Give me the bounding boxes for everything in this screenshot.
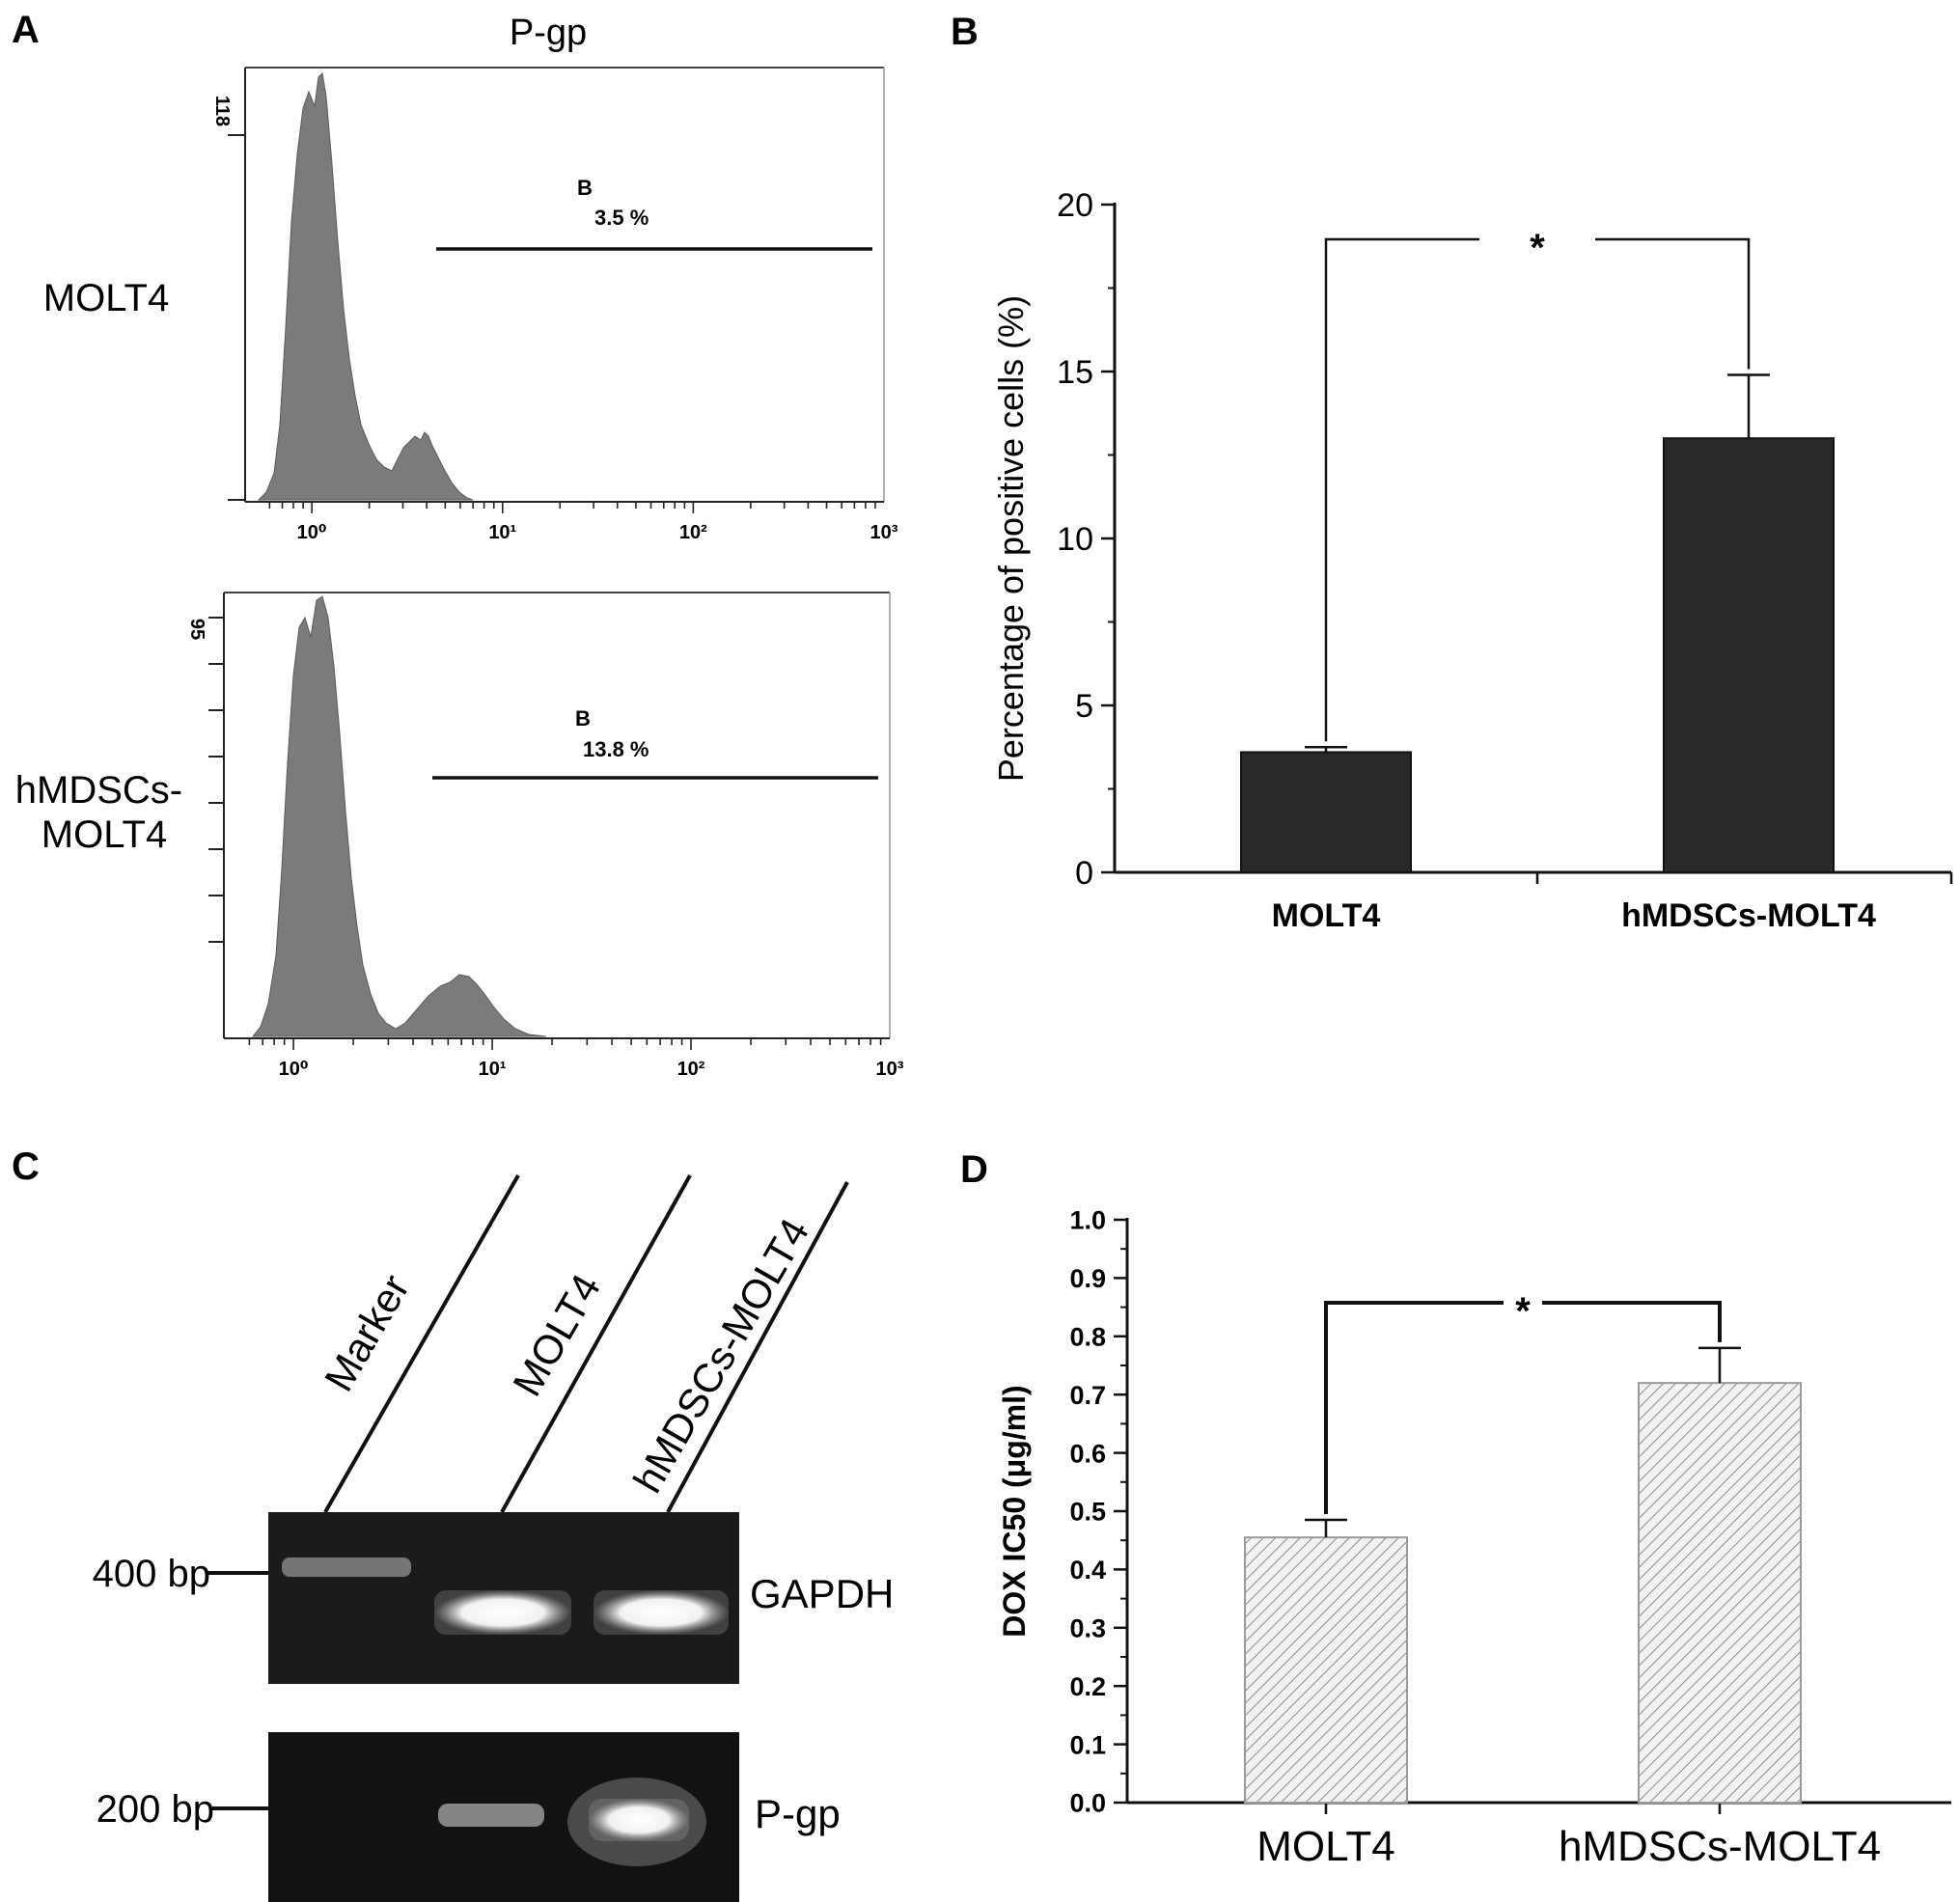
gate-percent: 3.5 % <box>594 206 649 230</box>
gel-gapdh: 400 bp GAPDH <box>93 1512 894 1684</box>
band-hmdscs-molt4-p-gp <box>589 1799 689 1841</box>
gate-name: B <box>577 176 593 200</box>
x-tick-label: 10² <box>679 522 707 543</box>
y-tick-label: 0 <box>1075 855 1093 892</box>
gate-percent: 13.8 % <box>583 737 649 761</box>
x-tick-label: hMDSCs-MOLT4 <box>1559 1823 1881 1870</box>
x-tick-label: 10³ <box>870 522 898 543</box>
panel-a: A P-gp MOLT4 118 B 3.5 % 10⁰ 10¹ 10² 10³ hM… <box>12 9 904 1080</box>
panel-c: C Marker MOLT4 hMDSCs-MOLT4 400 bp GAPDH… <box>12 1145 894 1902</box>
significance-star: * <box>1515 1290 1531 1333</box>
x-tick-label: hMDSCs-MOLT4 <box>1621 897 1876 934</box>
bar-1 <box>1638 1382 1802 1804</box>
y-tick-label: 15 <box>1057 354 1093 391</box>
band-molt4-gapdh <box>434 1590 571 1635</box>
x-tick-label: 10² <box>677 1059 705 1080</box>
significance-bracket-left <box>1324 237 1479 742</box>
histogram-label-hmdscs-molt4: hMDSCs- MOLT4 <box>15 769 193 856</box>
lane-slash-hmdscs-molt4 <box>666 1181 849 1513</box>
bar-chart-dox-ic50: 0.0 0.1 0.2 0.3 0.4 0.5 0.6 0.7 0.8 0.9 1.0 MOLT4 hM… <box>997 1206 1951 1870</box>
panel-d-letter: D <box>960 1148 988 1191</box>
histogram-label-molt4: MOLT4 <box>43 277 169 319</box>
y-axis-label: Percentage of positive cells (%) <box>991 295 1031 782</box>
lane-slash-molt4 <box>500 1174 692 1513</box>
panel-b-letter: B <box>951 11 979 53</box>
panel-c-letter: C <box>12 1145 40 1188</box>
significance-bracket-right <box>1542 1301 1722 1342</box>
y-axis-label: DOX IC50 (μg/ml) <box>997 1385 1032 1637</box>
y-tick-label: 0.6 <box>1069 1439 1106 1468</box>
histogram-peaks <box>251 595 547 1037</box>
log-x-axis: 10⁰ 10¹ 10² 10³ <box>248 1038 904 1080</box>
significance-bracket-right <box>1595 237 1751 370</box>
marker-label-400bp: 400 bp <box>93 1553 210 1595</box>
x-tick-label: 10¹ <box>488 522 516 543</box>
bar-1 <box>1663 437 1835 873</box>
gene-label-gapdh: GAPDH <box>750 1571 894 1616</box>
y-max-label: 118 <box>211 96 233 126</box>
histogram-hmdscs-molt4: hMDSCs- MOLT4 95 B 13.8 % 10⁰ 10¹ 10² 10³ <box>15 592 904 1080</box>
band-molt4-p-gp <box>438 1804 544 1827</box>
significance-star: * <box>1530 227 1545 269</box>
y-max-label: 95 <box>186 619 207 640</box>
panel-a-title: P-gp <box>510 13 587 53</box>
x-tick-label: MOLT4 <box>1256 1823 1394 1870</box>
x-tick-label: 10⁰ <box>279 1059 309 1080</box>
gel-p-gp: 200 bp P-gp <box>97 1732 841 1902</box>
x-tick-label: 10⁰ <box>297 522 327 543</box>
y-tick-label: 0.4 <box>1069 1556 1106 1585</box>
histogram-peaks <box>257 71 474 501</box>
y-tick-label: 0.3 <box>1069 1614 1106 1643</box>
bar-0 <box>1244 1536 1408 1805</box>
x-tick-label: 10¹ <box>479 1059 507 1080</box>
x-tick-label: MOLT4 <box>1272 897 1381 934</box>
y-tick-label: 0.8 <box>1069 1323 1106 1352</box>
panel-a-letter: A <box>12 9 40 51</box>
panel-b: B 0 5 10 15 20 MOLT4 hMDSCs-MOLT4 * Percentage o… <box>951 11 1953 934</box>
y-tick-label: 0.0 <box>1069 1789 1106 1818</box>
y-tick-label: 10 <box>1057 521 1093 558</box>
band-marker-400bp <box>282 1557 411 1577</box>
y-tick-label: 0.1 <box>1069 1730 1106 1759</box>
y-tick-label: 0.7 <box>1069 1381 1106 1410</box>
x-tick-label: 10³ <box>876 1059 904 1080</box>
lane-slash-marker <box>323 1174 520 1513</box>
panel-d: D 0.0 0.1 0.2 0.3 0.4 0.5 0.6 0.7 0.8 0.9 1.0 MOLT4… <box>960 1148 1951 1870</box>
marker-label-200bp: 200 bp <box>97 1788 214 1831</box>
gate-name: B <box>575 706 591 730</box>
y-tick-label: 5 <box>1075 688 1093 725</box>
bar-0 <box>1240 751 1412 873</box>
y-tick-label: 1.0 <box>1069 1206 1106 1235</box>
gene-label-p-gp: P-gp <box>755 1791 841 1836</box>
y-ticks <box>208 617 224 943</box>
lane-label-molt4: MOLT4 <box>504 1266 609 1403</box>
significance-bracket-left <box>1324 1301 1504 1515</box>
band-hmdscs-molt4-gapdh <box>594 1590 729 1635</box>
histogram-molt4: MOLT4 118 B 3.5 % 10⁰ 10¹ 10² 10³ <box>43 67 898 543</box>
y-tick-label: 20 <box>1057 187 1093 224</box>
lane-label-hmdscs-molt4: hMDSCs-MOLT4 <box>624 1211 817 1501</box>
bar-chart-p-gp-positive: 0 5 10 15 20 MOLT4 hMDSCs-MOLT4 * Percentage of … <box>991 187 1953 934</box>
log-x-axis: 10⁰ 10¹ 10² 10³ <box>268 502 898 543</box>
y-tick-label: 0.2 <box>1069 1672 1106 1701</box>
y-tick-label: 0.9 <box>1069 1264 1106 1293</box>
y-tick-label: 0.5 <box>1069 1498 1106 1527</box>
